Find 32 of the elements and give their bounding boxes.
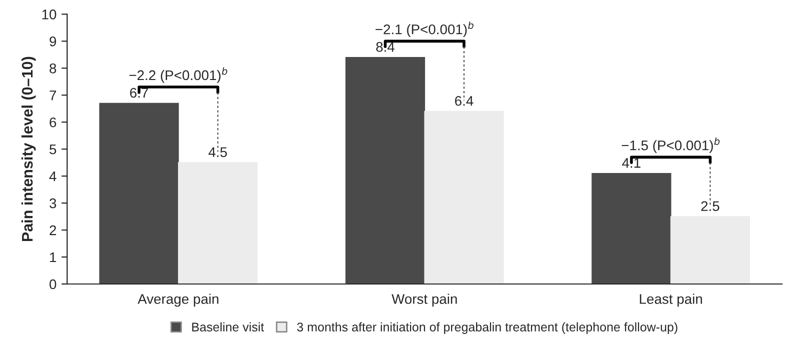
x-tick-label: Least pain	[640, 294, 702, 307]
y-tick-label: 2	[50, 225, 56, 236]
data-label: 6.4	[455, 96, 474, 106]
annotation: −2.1 (P<0.001)$^{b}$	[376, 21, 474, 38]
bar	[670, 216, 750, 284]
bar	[424, 110, 504, 284]
bar	[178, 162, 258, 284]
bar	[592, 172, 672, 284]
y-tick-label: 10	[42, 10, 56, 20]
bar	[345, 56, 426, 284]
data-label: 2.5	[701, 201, 720, 212]
data-label: 4.1	[622, 158, 640, 168]
annotation: −1.5 (P<0.001)$^{b}$	[622, 137, 720, 154]
y-tick-label: 9	[50, 36, 56, 46]
bar	[99, 102, 179, 284]
y-tick-label: 8	[50, 63, 56, 74]
x-tick-label: Average pain	[138, 294, 218, 307]
y-tick-label: 5	[50, 144, 56, 154]
y-tick-label: 3	[50, 198, 56, 208]
y-tick-label: 6	[50, 117, 56, 128]
data-label: 8.4	[376, 42, 394, 52]
x-tick-label: Worst pain	[392, 294, 457, 307]
legend-label: Baseline visit	[192, 322, 264, 332]
y-tick-label: 7	[50, 90, 56, 100]
y-tick-label: 1	[50, 252, 56, 262]
data-label: 6.7	[130, 88, 148, 98]
data-label: 4.5	[208, 147, 227, 158]
y-tick-label: 4	[49, 172, 56, 182]
annotation: −2.2 (P<0.001)$^{b}$	[129, 67, 228, 83]
y-axis-title: Pain intensity level (0–10)	[21, 56, 36, 242]
y-tick-label: 0	[50, 279, 56, 290]
legend-label: 3 months after initiation of pregabalin treatment (telephone follow-up)	[297, 322, 678, 334]
